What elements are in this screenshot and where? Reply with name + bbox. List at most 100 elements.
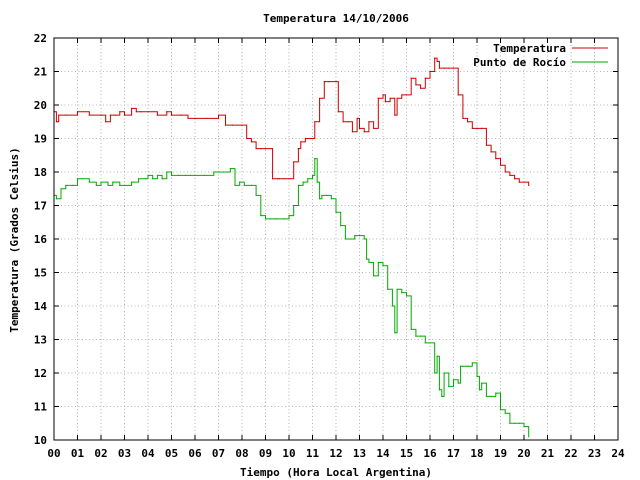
data-point xyxy=(314,121,316,123)
data-point xyxy=(523,181,525,183)
data-point xyxy=(114,114,116,116)
x-tick-label: 20 xyxy=(517,447,530,460)
data-point xyxy=(467,365,469,367)
data-point xyxy=(319,198,321,200)
data-point xyxy=(213,171,215,173)
x-tick-label: 04 xyxy=(141,447,155,460)
data-point xyxy=(203,174,205,176)
data-point xyxy=(260,215,262,217)
data-point xyxy=(100,114,102,116)
data-point xyxy=(490,151,492,153)
x-tick-label: 01 xyxy=(71,447,85,460)
data-point xyxy=(410,328,412,330)
data-point xyxy=(119,111,121,113)
x-tick-label: 18 xyxy=(470,447,483,460)
data-point xyxy=(166,171,168,173)
data-point xyxy=(311,174,314,176)
x-tick-label: 24 xyxy=(611,447,625,460)
data-point xyxy=(485,144,487,146)
data-point xyxy=(140,111,142,113)
data-point xyxy=(436,60,438,63)
data-point xyxy=(264,218,267,220)
data-point xyxy=(396,97,398,99)
data-point xyxy=(523,426,525,428)
data-point xyxy=(420,87,422,89)
x-tick-label: 22 xyxy=(564,447,577,460)
data-point xyxy=(105,121,107,123)
data-point xyxy=(88,114,90,116)
x-tick-label: 12 xyxy=(329,447,342,460)
series-line-1 xyxy=(54,57,530,186)
chart-title: Temperatura 14/10/2006 xyxy=(263,12,409,25)
data-point xyxy=(323,81,325,83)
data-point xyxy=(368,261,370,263)
data-point xyxy=(443,372,445,374)
data-point xyxy=(394,332,396,334)
data-point xyxy=(293,204,295,207)
data-point xyxy=(471,127,473,129)
data-point xyxy=(297,148,299,150)
plot-frame xyxy=(53,37,619,441)
data-point xyxy=(373,127,375,129)
data-point xyxy=(293,161,295,163)
data-point xyxy=(476,127,478,129)
data-point xyxy=(194,174,196,176)
data-point xyxy=(490,395,492,397)
data-point xyxy=(276,218,278,220)
data-point xyxy=(307,178,309,180)
data-point xyxy=(229,168,231,170)
data-point xyxy=(443,67,445,69)
data-point xyxy=(255,194,257,196)
data-point xyxy=(499,409,502,411)
data-point xyxy=(288,178,290,180)
data-point xyxy=(438,67,440,69)
y-tick-label: 19 xyxy=(34,133,47,146)
data-point xyxy=(109,114,111,116)
data-point xyxy=(314,158,316,160)
data-point xyxy=(123,184,126,186)
data-point xyxy=(328,81,330,83)
data-point xyxy=(401,94,403,96)
data-point xyxy=(321,194,323,196)
data-point xyxy=(373,275,375,277)
x-tick-label: 23 xyxy=(588,447,601,460)
data-point xyxy=(518,422,520,424)
data-point xyxy=(241,124,243,126)
data-point xyxy=(452,67,455,69)
data-point xyxy=(224,124,227,126)
data-point xyxy=(467,121,469,123)
data-point xyxy=(100,181,102,183)
series-line-2 xyxy=(54,158,530,437)
data-point xyxy=(471,362,473,364)
x-tick-label: 21 xyxy=(541,447,555,460)
data-point xyxy=(342,121,344,123)
data-point xyxy=(156,114,158,116)
x-tick-labels: 00 01 02 03 04 05 06 07 08 09 10 11 12 13 14 15 16 17 18 19… xyxy=(47,447,625,460)
data-point xyxy=(283,178,285,180)
data-point xyxy=(112,181,114,183)
data-point xyxy=(382,265,384,267)
data-point xyxy=(260,148,262,150)
data-point xyxy=(135,111,137,113)
data-point xyxy=(462,117,464,119)
data-point xyxy=(283,218,285,220)
data-point xyxy=(234,184,236,186)
data-point xyxy=(518,181,520,183)
data-point xyxy=(384,101,386,103)
y-tick-label: 18 xyxy=(34,166,47,179)
data-point xyxy=(396,288,398,290)
data-point xyxy=(363,131,365,133)
data-point xyxy=(448,67,450,69)
data-point xyxy=(337,111,339,113)
y-tick-label: 12 xyxy=(34,367,47,380)
x-tick-label: 02 xyxy=(94,447,107,460)
data-point xyxy=(504,171,506,173)
data-point xyxy=(394,114,396,116)
data-point xyxy=(326,194,328,196)
y-tick-label: 21 xyxy=(34,66,48,79)
data-point xyxy=(55,121,58,123)
data-point xyxy=(189,174,191,176)
data-point xyxy=(170,114,173,116)
